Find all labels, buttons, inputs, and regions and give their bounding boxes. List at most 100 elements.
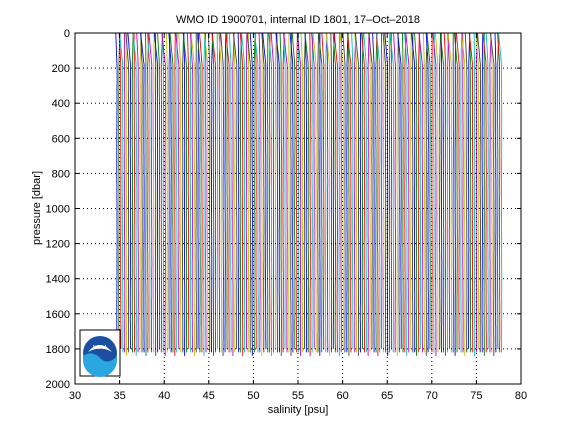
profile-line: [290, 33, 292, 356]
profile-line: [139, 32, 142, 349]
x-tick-label: 30: [69, 390, 81, 402]
profile-line: [203, 32, 206, 356]
profile-line: [237, 33, 240, 353]
profile-line: [311, 32, 315, 349]
profile-line: [454, 33, 457, 356]
profile-line: [282, 32, 286, 349]
y-tick-label: 400: [52, 98, 70, 110]
profile-line: [432, 32, 437, 356]
profile-line: [276, 32, 278, 353]
profile-line: [404, 32, 408, 356]
profile-line: [249, 32, 253, 356]
profile-line: [354, 32, 358, 353]
profile-line: [186, 32, 190, 349]
x-axis-label: salinity [psu]: [268, 404, 329, 416]
profile-line: [189, 32, 192, 353]
profile-line: [393, 32, 396, 353]
x-tick-label: 60: [336, 390, 348, 402]
profile-line: [115, 32, 118, 356]
chart-title: WMO ID 1900701, internal ID 1801, 17–Oct…: [176, 14, 420, 26]
profile-line: [397, 32, 402, 349]
profile-line: [211, 32, 215, 356]
profile-line: [211, 32, 214, 353]
x-axis-ticks: 30 35 40 45 50 55 60 65 70 75 80: [69, 33, 527, 402]
profile-line: [363, 32, 367, 353]
profile-line: [447, 32, 452, 353]
y-tick-label: 2000: [46, 379, 70, 391]
y-tick-label: 800: [52, 168, 70, 180]
profile-line: [161, 32, 164, 353]
profile-line: [140, 32, 143, 353]
profile-line: [410, 32, 412, 349]
profile-line: [417, 32, 420, 353]
profile-line: [332, 32, 335, 349]
profile-line: [153, 32, 159, 353]
profile-line: [382, 32, 387, 353]
profile-line: [303, 32, 306, 349]
y-tick-label: 1400: [46, 274, 70, 286]
profile-line: [224, 33, 227, 353]
profile-line: [453, 32, 458, 353]
profile-line: [253, 32, 256, 353]
profile-line: [481, 32, 484, 353]
profile-line: [166, 32, 168, 353]
profile-line: [447, 32, 450, 349]
profile-line: [207, 32, 211, 353]
profile-line: [490, 32, 495, 356]
profile-line: [369, 33, 371, 353]
x-tick-label: 70: [426, 390, 438, 402]
profile-line: [422, 32, 425, 353]
profile-line: [439, 32, 442, 349]
profile-line: [239, 32, 244, 356]
profile-line: [376, 32, 381, 353]
profile-line: [291, 32, 296, 349]
profile-line: [261, 32, 264, 356]
profile-line: [262, 32, 267, 349]
y-tick-label: 1800: [46, 344, 70, 356]
profile-line: [443, 32, 447, 356]
profile-line: [340, 32, 342, 353]
profile-line: [368, 32, 373, 349]
profile-line: [157, 32, 161, 349]
profile-line: [118, 32, 122, 349]
profile-line: [404, 32, 407, 353]
profile-line: [361, 32, 365, 353]
x-tick-label: 65: [381, 390, 393, 402]
profile-line: [146, 32, 151, 349]
profile-line: [446, 32, 449, 353]
profile-line: [175, 32, 180, 349]
profile-line: [332, 32, 336, 353]
profile-line: [241, 32, 246, 353]
profile-line: [254, 32, 257, 349]
y-tick-label: 600: [52, 133, 70, 145]
profile-line: [140, 32, 145, 353]
profile-line: [473, 32, 476, 356]
profile-line: [317, 32, 319, 353]
profile-line: [414, 32, 418, 356]
profile-line: [396, 32, 399, 356]
noaa-logo-wave: [83, 353, 117, 377]
profile-line: [367, 32, 370, 356]
profile-line: [218, 32, 222, 353]
profile-line: [296, 32, 298, 353]
profile-line: [190, 32, 195, 356]
profile-line: [494, 32, 497, 353]
profile-line: [347, 33, 350, 356]
profile-line: [456, 32, 460, 349]
profile-line: [333, 32, 338, 353]
profile-line: [283, 32, 288, 353]
y-axis-ticks: 0 200 400 600 800 1000 1200 1400 1600 1800 2000: [46, 28, 521, 391]
profile-line: [468, 32, 471, 349]
y-axis-label: pressure [dbar]: [31, 171, 43, 245]
profile-line: [498, 32, 503, 353]
profile-line: [225, 32, 230, 353]
profile-line: [304, 32, 307, 353]
profile-line: [383, 32, 385, 353]
profile-line: [482, 32, 487, 353]
profile-line: [289, 32, 294, 353]
profile-line: [372, 32, 375, 353]
profile-line: [475, 32, 478, 353]
profile-line: [311, 32, 314, 353]
profile-line: [232, 32, 238, 349]
